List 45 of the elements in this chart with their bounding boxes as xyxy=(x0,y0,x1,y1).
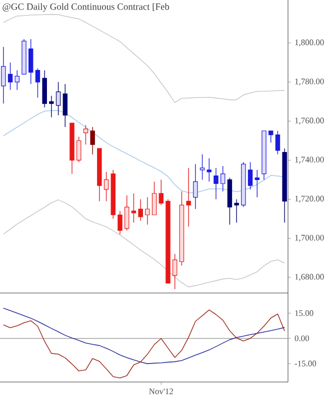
chart-title: @GC Daily Gold Continuous Contract [Feb xyxy=(2,3,170,12)
candlestick xyxy=(220,166,226,192)
candlestick xyxy=(1,46,6,104)
candlestick xyxy=(62,84,68,128)
candlestick xyxy=(186,168,191,227)
y-tick-label: 1,760.00 xyxy=(295,118,324,125)
candlestick xyxy=(28,38,34,84)
y-tick-label: 1,780.00 xyxy=(295,78,324,86)
candlestick xyxy=(8,62,13,90)
candlestick xyxy=(206,158,212,182)
y-tick-label: 15.00 xyxy=(295,310,314,316)
line-series xyxy=(3,199,285,288)
candlestick xyxy=(254,170,260,198)
candlestick xyxy=(214,168,218,200)
candlestick xyxy=(138,198,143,222)
candlestick xyxy=(193,164,198,210)
candlestick xyxy=(145,196,150,225)
candlestick xyxy=(158,179,164,206)
candlestick xyxy=(104,172,109,202)
candlestick xyxy=(49,95,54,118)
candlestick xyxy=(76,136,82,162)
y-tick-label: 1,720.00 xyxy=(295,196,324,203)
line-series xyxy=(3,310,285,378)
y-tick-label: 1,680.00 xyxy=(295,274,324,281)
candlestick xyxy=(83,124,88,145)
candlestick xyxy=(14,70,20,90)
candlestick xyxy=(124,194,130,231)
candlestick xyxy=(35,68,40,98)
y-tick-label: -15.00 xyxy=(294,360,316,366)
y-tick-label: 0.00 xyxy=(294,335,310,342)
candlestick xyxy=(275,130,280,155)
y-tick-label: 1,800.00 xyxy=(295,40,324,46)
candlestick xyxy=(234,198,239,224)
candlestick xyxy=(118,210,122,235)
candlestick xyxy=(152,181,157,216)
candlestick xyxy=(90,126,95,155)
candlestick xyxy=(172,254,178,290)
candlestick xyxy=(131,193,136,224)
candlestick xyxy=(268,130,274,143)
y-tick-label: 1,700.00 xyxy=(295,234,324,242)
y-tick-label: 1,740.00 xyxy=(295,156,324,164)
candlestick xyxy=(248,162,253,190)
x-tick-label: Nov'12 xyxy=(149,388,173,394)
candlestick xyxy=(200,154,205,180)
candlestick xyxy=(56,82,61,116)
